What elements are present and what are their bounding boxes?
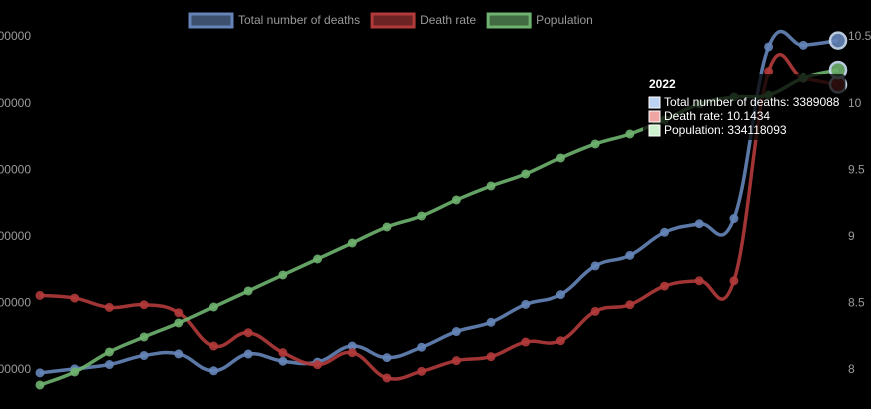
- data-point: [278, 270, 288, 280]
- y-tick-label: 2600000: [0, 296, 31, 310]
- data-point: [486, 352, 496, 362]
- data-point: [694, 276, 704, 286]
- legend-swatch: [486, 12, 532, 29]
- data-point: [104, 347, 114, 357]
- data-point: [590, 139, 600, 149]
- data-point: [625, 250, 635, 260]
- data-point: [347, 348, 357, 358]
- y2-tick-label: 8: [848, 362, 855, 376]
- data-point: [70, 293, 80, 303]
- tooltip-value: 3389088: [793, 95, 840, 109]
- data-point: [451, 327, 461, 337]
- data-point: [174, 308, 184, 318]
- y2-tick-label: 8.5: [848, 296, 865, 310]
- data-point: [521, 337, 531, 347]
- y2-tick-label: 9: [848, 229, 855, 243]
- legend-swatch: [188, 12, 234, 29]
- tooltip-swatch: [648, 96, 661, 109]
- data-point: [486, 181, 496, 191]
- data-point: [139, 351, 149, 361]
- data-point: [521, 299, 531, 309]
- data-point: [35, 290, 45, 300]
- legend-label: Total number of deaths: [238, 13, 360, 27]
- data-point: [798, 40, 808, 50]
- tooltip: 2022 Total number of deaths: 3389088Death…: [643, 74, 846, 140]
- legend-label: Death rate: [420, 13, 476, 27]
- data-point: [660, 227, 670, 237]
- tooltip-box: [643, 74, 846, 140]
- tooltip-name: Death rate: [664, 109, 720, 123]
- y2-tick-label: 9.5: [848, 162, 865, 176]
- plot-area: 2400000 2600000 2800000 3000000 3200000 34000…: [0, 29, 871, 390]
- data-point: [828, 31, 848, 50]
- data-point: [625, 129, 635, 139]
- data-point: [347, 238, 357, 248]
- data-point: [555, 290, 565, 300]
- data-point: [278, 356, 288, 366]
- tooltip-name: Total number of deaths: [664, 95, 786, 109]
- data-point: [243, 286, 253, 296]
- y-tick-label: 3000000: [0, 162, 31, 176]
- legend-swatch: [370, 12, 416, 29]
- data-point: [139, 300, 149, 310]
- tooltip-line: Total number of deaths: 3389088: [664, 95, 840, 109]
- data-point: [451, 195, 461, 205]
- data-point: [313, 360, 323, 370]
- tooltip-line: Population: 334118093: [664, 123, 787, 137]
- tooltip-swatch: [648, 124, 661, 137]
- data-point: [382, 353, 392, 363]
- data-point: [764, 42, 774, 52]
- data-point: [208, 366, 218, 376]
- data-point: [590, 261, 600, 271]
- data-point: [104, 360, 114, 370]
- data-point: [660, 281, 670, 291]
- data-point: [694, 219, 704, 229]
- data-point: [70, 367, 80, 377]
- data-point: [521, 169, 531, 179]
- data-point: [555, 153, 565, 163]
- y-tick-label: 2800000: [0, 229, 31, 243]
- data-point: [625, 300, 635, 310]
- data-point: [208, 341, 218, 351]
- data-point: [486, 317, 496, 327]
- data-point: [417, 211, 427, 221]
- tooltip-title: 2022: [649, 77, 676, 91]
- tooltip-value: 10.1434: [727, 109, 771, 123]
- data-point: [243, 328, 253, 338]
- data-point: [417, 366, 427, 376]
- legend: Total number of deaths Death rate Populati…: [188, 12, 593, 29]
- data-point: [729, 276, 739, 286]
- y-tick-label: 3200000: [0, 96, 31, 110]
- data-point: [729, 214, 739, 224]
- data-point: [313, 254, 323, 264]
- tooltip-value: 334118093: [727, 123, 787, 137]
- y2-tick-label: 10.5: [848, 29, 871, 43]
- legend-label: Population: [536, 13, 593, 27]
- data-point: [243, 349, 253, 359]
- tooltip-line: Death rate: 10.1434: [664, 109, 770, 123]
- data-point: [174, 349, 184, 359]
- data-point: [417, 342, 427, 352]
- tooltip-name: Population: [664, 123, 721, 137]
- data-point: [139, 332, 149, 342]
- data-point: [104, 302, 114, 312]
- data-point: [174, 318, 184, 328]
- data-point: [35, 368, 45, 378]
- data-point: [382, 373, 392, 383]
- y2-tick-label: 10: [848, 96, 862, 110]
- data-point: [382, 222, 392, 232]
- data-point: [208, 302, 218, 312]
- data-point: [35, 380, 45, 390]
- data-point: [555, 336, 565, 346]
- y-tick-label: 3400000: [0, 29, 31, 43]
- data-point: [590, 306, 600, 316]
- y-tick-label: 2400000: [0, 362, 31, 376]
- data-point: [451, 356, 461, 366]
- data-point: [278, 348, 288, 358]
- tooltip-swatch: [648, 110, 661, 123]
